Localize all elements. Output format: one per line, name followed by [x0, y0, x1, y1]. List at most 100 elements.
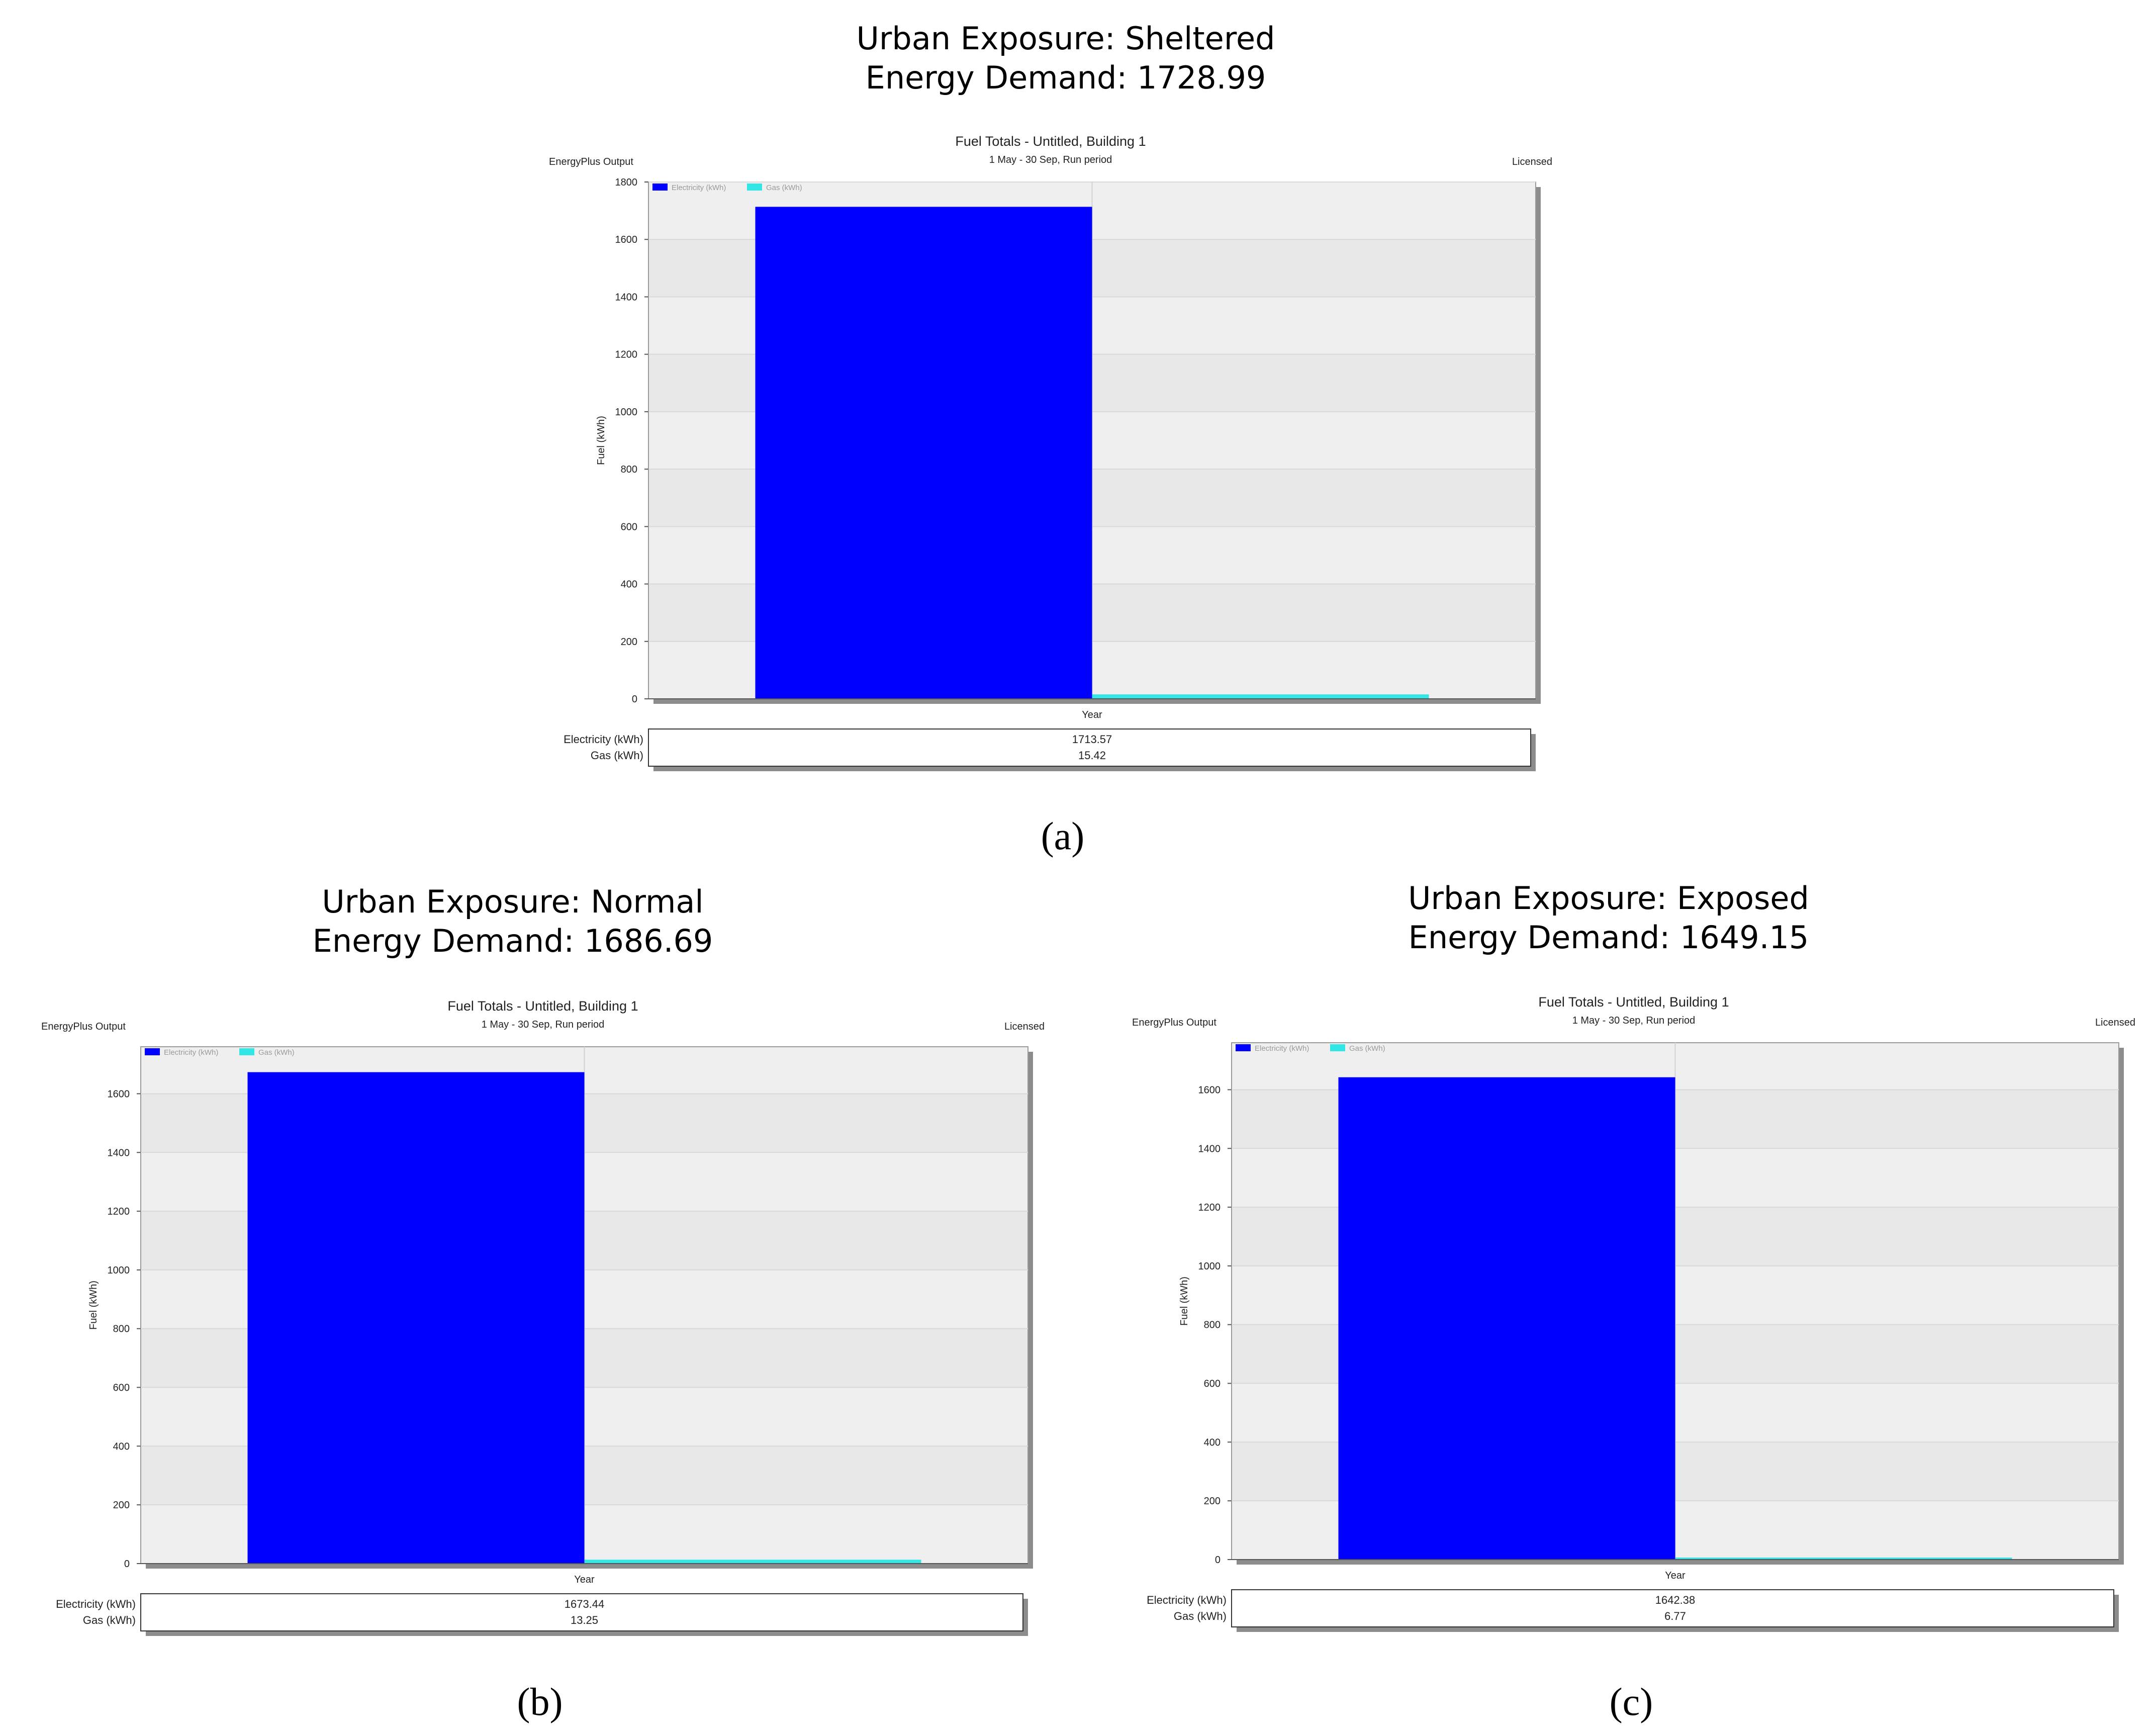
chart-title: Fuel Totals - Untitled, Building 1 [1538, 994, 1729, 1010]
licensed-label: Licensed [2095, 1017, 2135, 1028]
legend-label-electricity: Electricity (kWh) [1255, 1044, 1309, 1053]
energyplus-output-label: EnergyPlus Output [549, 156, 633, 167]
data-table [1231, 1589, 2114, 1627]
y-tick-label: 0 [1215, 1555, 1221, 1566]
chart-title: Fuel Totals - Untitled, Building 1 [447, 998, 638, 1014]
panel-b-title-line2: Energy Demand: 1686.69 [312, 923, 713, 959]
panel-b-title: Urban Exposure: Normal Energy Demand: 16… [111, 882, 915, 961]
panel-a-caption: (a) [1041, 814, 1085, 858]
energyplus-output-label: EnergyPlus Output [1132, 1017, 1216, 1028]
table-row-label-electricity: Electricity (kWh) [564, 733, 643, 746]
y-axis-label: Fuel (kWh) [596, 416, 607, 465]
legend-label-gas: Gas (kWh) [766, 184, 802, 192]
panel-c-title-line1: Urban Exposure: Exposed [1408, 880, 1809, 917]
table-value-gas: 6.77 [1664, 1610, 1686, 1622]
y-tick-label: 0 [124, 1559, 130, 1570]
chart-subtitle: 1 May - 30 Sep, Run period [1572, 1015, 1696, 1026]
y-tick-label: 400 [621, 579, 637, 590]
table-row-label-gas: Gas (kWh) [591, 749, 643, 762]
chart-svg: Fuel Totals - Untitled, Building 1 1 May … [549, 134, 1552, 771]
panel-a-title-line2: Energy Demand: 1728.99 [865, 59, 1266, 96]
y-tick-label: 1400 [1198, 1143, 1221, 1154]
y-tick-label: 1000 [108, 1265, 130, 1276]
energyplus-output-label: EnergyPlus Output [41, 1021, 126, 1032]
table-row-label-gas: Gas (kWh) [83, 1614, 136, 1626]
bar-gas [584, 1560, 921, 1564]
legend: Electricity (kWh) Gas (kWh) [145, 1048, 295, 1057]
legend-swatch-electricity [1236, 1044, 1251, 1051]
y-tick-label: 800 [1204, 1320, 1221, 1331]
legend-label-electricity: Electricity (kWh) [672, 184, 726, 192]
bar-gas [1675, 1558, 2012, 1560]
licensed-label: Licensed [1512, 156, 1552, 167]
y-tick-label: 1200 [1198, 1202, 1221, 1213]
chart-title: Fuel Totals - Untitled, Building 1 [955, 134, 1146, 149]
y-tick-label: 1400 [615, 292, 638, 303]
legend-swatch-gas [747, 184, 762, 191]
legend-swatch-gas [1330, 1044, 1345, 1051]
bar-electricity [247, 1072, 585, 1564]
panel-c-caption: (c) [1609, 1680, 1653, 1723]
legend-swatch-gas [239, 1048, 254, 1055]
y-tick-label: 0 [632, 694, 637, 705]
chart-c: Fuel Totals - Untitled, Building 1 1 May … [1126, 991, 2141, 1640]
chart-a: Fuel Totals - Untitled, Building 1 1 May … [543, 131, 1558, 779]
panel-c-title-line2: Energy Demand: 1649.15 [1408, 919, 1809, 956]
panel-b-title-line1: Urban Exposure: Normal [322, 883, 704, 920]
y-tick-label: 800 [621, 464, 637, 475]
licensed-label: Licensed [1004, 1021, 1045, 1032]
table-value-gas: 15.42 [1078, 749, 1106, 762]
x-tick-label: Year [1082, 709, 1102, 720]
y-tick-label: 600 [621, 521, 637, 532]
y-tick-label: 1600 [1198, 1084, 1221, 1096]
bar-electricity [1338, 1077, 1675, 1560]
bar-gas [1092, 694, 1429, 699]
panel-c-title: Urban Exposure: Exposed Energy Demand: 1… [1206, 879, 2011, 957]
y-tick-label: 200 [1204, 1496, 1221, 1507]
chart-svg: Fuel Totals - Untitled, Building 1 1 May … [1132, 994, 2135, 1632]
y-axis-label: Fuel (kWh) [1179, 1277, 1190, 1326]
y-tick-label: 600 [1204, 1379, 1221, 1390]
bar-electricity [755, 207, 1092, 699]
table-row-label-gas: Gas (kWh) [1174, 1610, 1227, 1622]
panel-b-caption: (b) [517, 1680, 563, 1723]
y-axis-label: Fuel (kWh) [88, 1281, 99, 1330]
table-row-label-electricity: Electricity (kWh) [1147, 1594, 1227, 1606]
legend-swatch-electricity [652, 184, 668, 191]
y-tick-label: 1600 [108, 1088, 130, 1100]
chart-b: Fuel Totals - Untitled, Building 1 1 May … [35, 995, 1051, 1644]
y-tick-label: 1400 [108, 1147, 130, 1158]
panel-a-title-line1: Urban Exposure: Sheltered [856, 20, 1275, 57]
legend-label-gas: Gas (kWh) [258, 1048, 295, 1057]
x-tick-label: Year [1665, 1570, 1685, 1581]
y-tick-label: 400 [113, 1441, 130, 1452]
legend-label-electricity: Electricity (kWh) [164, 1048, 218, 1057]
y-tick-label: 1200 [108, 1206, 130, 1217]
data-table [140, 1593, 1023, 1631]
chart-svg: Fuel Totals - Untitled, Building 1 1 May … [41, 998, 1045, 1636]
y-tick-label: 400 [1204, 1437, 1221, 1448]
y-tick-label: 600 [113, 1383, 130, 1394]
y-tick-label: 1000 [615, 407, 638, 418]
panel-a-title: Urban Exposure: Sheltered Energy Demand:… [623, 19, 1508, 98]
table-value-electricity: 1673.44 [565, 1598, 605, 1610]
y-tick-label: 1800 [615, 177, 638, 188]
chart-subtitle: 1 May - 30 Sep, Run period [989, 154, 1112, 165]
y-tick-label: 1000 [1198, 1261, 1221, 1272]
legend: Electricity (kWh) Gas (kWh) [652, 184, 802, 192]
legend-label-gas: Gas (kWh) [1349, 1044, 1385, 1053]
table-row-label-electricity: Electricity (kWh) [56, 1598, 136, 1610]
chart-subtitle: 1 May - 30 Sep, Run period [482, 1019, 605, 1030]
legend-swatch-electricity [145, 1048, 160, 1055]
x-tick-label: Year [574, 1574, 595, 1585]
table-value-electricity: 1642.38 [1655, 1594, 1696, 1606]
y-tick-label: 200 [621, 636, 637, 648]
y-tick-label: 200 [113, 1500, 130, 1511]
legend: Electricity (kWh) Gas (kWh) [1236, 1044, 1385, 1053]
y-tick-label: 800 [113, 1324, 130, 1335]
table-value-electricity: 1713.57 [1072, 733, 1112, 746]
data-table [648, 728, 1531, 767]
y-tick-label: 1600 [615, 234, 638, 245]
table-value-gas: 13.25 [571, 1614, 598, 1626]
y-tick-label: 1200 [615, 349, 638, 360]
